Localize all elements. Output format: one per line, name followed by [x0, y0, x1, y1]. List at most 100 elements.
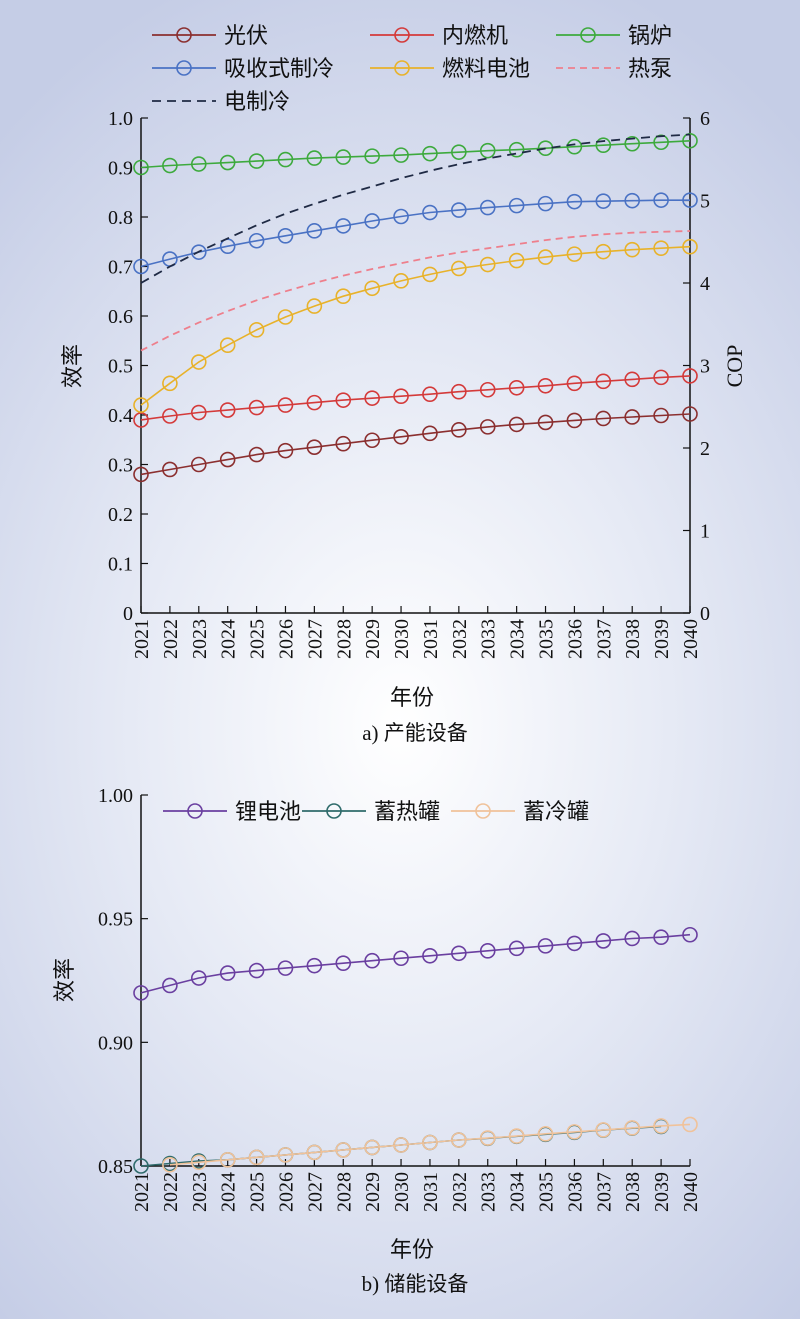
- data-point: [451, 202, 467, 218]
- x-tick-label: 2023: [189, 1172, 211, 1212]
- y-tick-label: 0.5: [108, 356, 133, 378]
- data-point: [479, 142, 496, 159]
- data-point: [277, 1147, 294, 1163]
- data-point: [537, 377, 554, 394]
- data-point: [595, 1122, 612, 1138]
- data-point: [653, 369, 669, 386]
- data-point: [190, 404, 207, 421]
- data-point: [162, 157, 178, 174]
- data-point: [306, 223, 323, 239]
- y-tick-label: 0.95: [98, 909, 133, 931]
- x-tick-label: 2037: [593, 1172, 615, 1212]
- series-5: [133, 238, 698, 413]
- y-tick-label: 0.9: [108, 158, 133, 180]
- x-tick-label: 2028: [333, 1172, 355, 1212]
- data-point: [335, 288, 352, 305]
- series-3: [133, 132, 698, 176]
- series-line: [140, 133, 691, 284]
- legend-label: 锂电池: [235, 799, 301, 824]
- data-point: [190, 1154, 207, 1171]
- data-point: [335, 1142, 352, 1158]
- data-point: [422, 145, 438, 162]
- data-point: [133, 397, 149, 413]
- x-tick-label: 2032: [449, 1172, 471, 1212]
- data-point: [537, 249, 554, 265]
- data-point: [306, 150, 323, 166]
- data-point: [451, 383, 467, 400]
- data-point: [306, 394, 323, 411]
- data-point: [508, 197, 525, 214]
- data-point: [422, 266, 438, 283]
- x-tick-label: 2036: [564, 619, 586, 659]
- y2-tick-label: 6: [700, 108, 710, 130]
- data-point: [508, 1128, 525, 1144]
- data-point: [537, 195, 554, 212]
- data-point: [393, 147, 409, 163]
- x-tick-label: 2038: [622, 619, 644, 659]
- legend-label: 内燃机: [442, 23, 508, 48]
- data-point: [682, 1116, 698, 1133]
- series-7: [140, 133, 691, 284]
- legend-label: 光伏: [224, 23, 268, 48]
- x-tick-label: 2034: [507, 619, 529, 659]
- data-point: [190, 156, 207, 172]
- data-point: [479, 1130, 496, 1146]
- data-point: [364, 1139, 380, 1156]
- legend-entry: 锂电池: [163, 799, 301, 824]
- data-point: [219, 337, 236, 354]
- x-tick-label: 2035: [536, 1172, 558, 1212]
- y-tick-label: 0.3: [108, 455, 133, 477]
- legend-entry: 燃料电池: [370, 56, 530, 81]
- data-point: [335, 218, 352, 234]
- x-tick-label: 2023: [189, 619, 211, 659]
- y-tick-label: 0.6: [108, 306, 133, 328]
- x-tick-label: 2039: [651, 1172, 673, 1212]
- data-point: [508, 379, 525, 396]
- legend-label: 吸收式制冷: [224, 56, 334, 81]
- series-line: [140, 140, 691, 169]
- x-tick-label: 2025: [247, 619, 269, 659]
- series-4: [133, 192, 698, 275]
- y2-tick-label: 3: [700, 356, 710, 378]
- data-point: [248, 322, 265, 338]
- data-point: [277, 309, 294, 325]
- data-point: [162, 1156, 178, 1173]
- data-point: [219, 451, 236, 468]
- data-point: [393, 208, 409, 225]
- data-point: [393, 428, 409, 445]
- x-tick-label: 2037: [593, 619, 615, 659]
- y2-tick-label: 4: [700, 273, 710, 295]
- data-point: [335, 392, 352, 408]
- legend-entry: 内燃机: [370, 23, 508, 48]
- data-point: [277, 228, 294, 244]
- data-point: [162, 375, 178, 392]
- series-line: [140, 245, 691, 406]
- data-point: [422, 947, 438, 964]
- legend-entry: 热泵: [556, 56, 672, 81]
- y2-tick-label: 0: [700, 603, 710, 625]
- data-point: [422, 386, 438, 403]
- legend-label: 燃料电池: [442, 56, 530, 81]
- series-3: [162, 1116, 698, 1173]
- data-point: [566, 138, 583, 155]
- data-point: [422, 1134, 438, 1151]
- series-line: [140, 933, 691, 994]
- data-point: [566, 193, 583, 210]
- legend-marker: [176, 60, 192, 76]
- data-point: [508, 252, 525, 269]
- chart-b-caption: b) 储能设备: [362, 1272, 469, 1296]
- data-point: [624, 241, 641, 258]
- data-point: [364, 432, 380, 449]
- data-point: [653, 1118, 669, 1134]
- y-tick-label: 0: [123, 603, 133, 625]
- legend-label: 电制冷: [224, 89, 290, 114]
- data-point: [479, 419, 496, 435]
- data-point: [653, 192, 669, 208]
- x-tick-label: 2040: [680, 619, 702, 659]
- x-tick-label: 2021: [131, 1172, 153, 1212]
- chart-a-x-axis-label: 年份: [390, 685, 434, 710]
- x-tick-label: 2031: [420, 619, 442, 659]
- x-tick-label: 2026: [275, 1172, 297, 1212]
- data-point: [364, 280, 380, 297]
